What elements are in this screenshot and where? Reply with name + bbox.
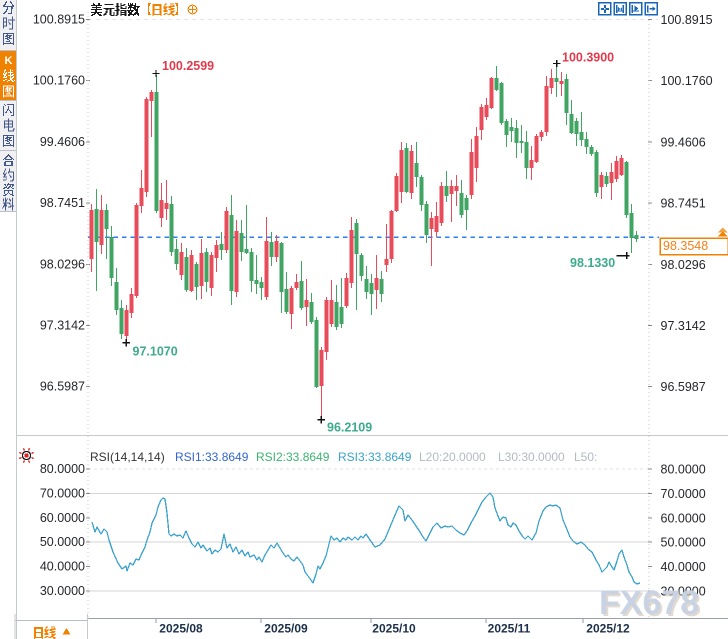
svg-text:L50:: L50: xyxy=(574,450,597,464)
svg-text:2025/08: 2025/08 xyxy=(159,622,203,636)
svg-text:98.0296: 98.0296 xyxy=(661,258,706,272)
svg-text:99.4606: 99.4606 xyxy=(40,135,85,149)
svg-text:98.7451: 98.7451 xyxy=(40,196,85,210)
svg-text:50.0000: 50.0000 xyxy=(661,536,706,550)
svg-text:98.1330: 98.1330 xyxy=(570,256,615,270)
svg-text:FX678: FX678 xyxy=(599,584,699,622)
svg-text:K: K xyxy=(5,55,13,67)
svg-text:80.0000: 80.0000 xyxy=(661,463,706,477)
svg-text:RSI2:33.8649: RSI2:33.8649 xyxy=(256,450,330,464)
svg-text:2025/10: 2025/10 xyxy=(372,622,416,636)
svg-text:100.2599: 100.2599 xyxy=(162,59,214,73)
svg-text:100.3900: 100.3900 xyxy=(562,51,614,65)
svg-text:30.0000: 30.0000 xyxy=(661,585,706,599)
svg-text:98.3548: 98.3548 xyxy=(663,239,708,253)
svg-text:98.0296: 98.0296 xyxy=(40,257,85,271)
svg-text:99.4606: 99.4606 xyxy=(661,135,706,149)
svg-text:FX678: FX678 xyxy=(601,586,701,624)
svg-text:L20:20.0000: L20:20.0000 xyxy=(419,450,486,464)
svg-text:97.3142: 97.3142 xyxy=(661,319,706,333)
svg-text:80.0000: 80.0000 xyxy=(40,462,85,476)
svg-text:L30:30.0000: L30:30.0000 xyxy=(498,450,565,464)
svg-text:50.0000: 50.0000 xyxy=(40,535,85,549)
svg-text:40.0000: 40.0000 xyxy=(40,560,85,574)
svg-text:2025/09: 2025/09 xyxy=(264,622,308,636)
svg-text:97.3142: 97.3142 xyxy=(40,319,85,333)
svg-text:70.0000: 70.0000 xyxy=(40,487,85,501)
svg-text:100.8915: 100.8915 xyxy=(661,13,713,27)
svg-text:98.7451: 98.7451 xyxy=(661,197,706,211)
svg-text:2025/11: 2025/11 xyxy=(488,622,531,636)
svg-text:96.5987: 96.5987 xyxy=(40,380,85,394)
svg-text:70.0000: 70.0000 xyxy=(661,487,706,501)
svg-text:60.0000: 60.0000 xyxy=(661,511,706,525)
svg-text:100.1760: 100.1760 xyxy=(33,74,85,88)
svg-text:100.8915: 100.8915 xyxy=(33,12,85,26)
svg-text:2025/12: 2025/12 xyxy=(586,622,630,636)
svg-text:96.5987: 96.5987 xyxy=(661,380,706,394)
svg-text:96.2109: 96.2109 xyxy=(327,421,372,435)
svg-text:100.1760: 100.1760 xyxy=(661,74,713,88)
svg-text:40.0000: 40.0000 xyxy=(661,560,706,574)
svg-text:97.1070: 97.1070 xyxy=(133,345,178,359)
svg-text:RSI1:33.8649: RSI1:33.8649 xyxy=(175,450,249,464)
svg-text:RSI(14,14,14): RSI(14,14,14) xyxy=(90,450,165,464)
svg-text:RSI3:33.8649: RSI3:33.8649 xyxy=(338,450,412,464)
svg-text:60.0000: 60.0000 xyxy=(40,511,85,525)
svg-text:30.0000: 30.0000 xyxy=(40,584,85,598)
